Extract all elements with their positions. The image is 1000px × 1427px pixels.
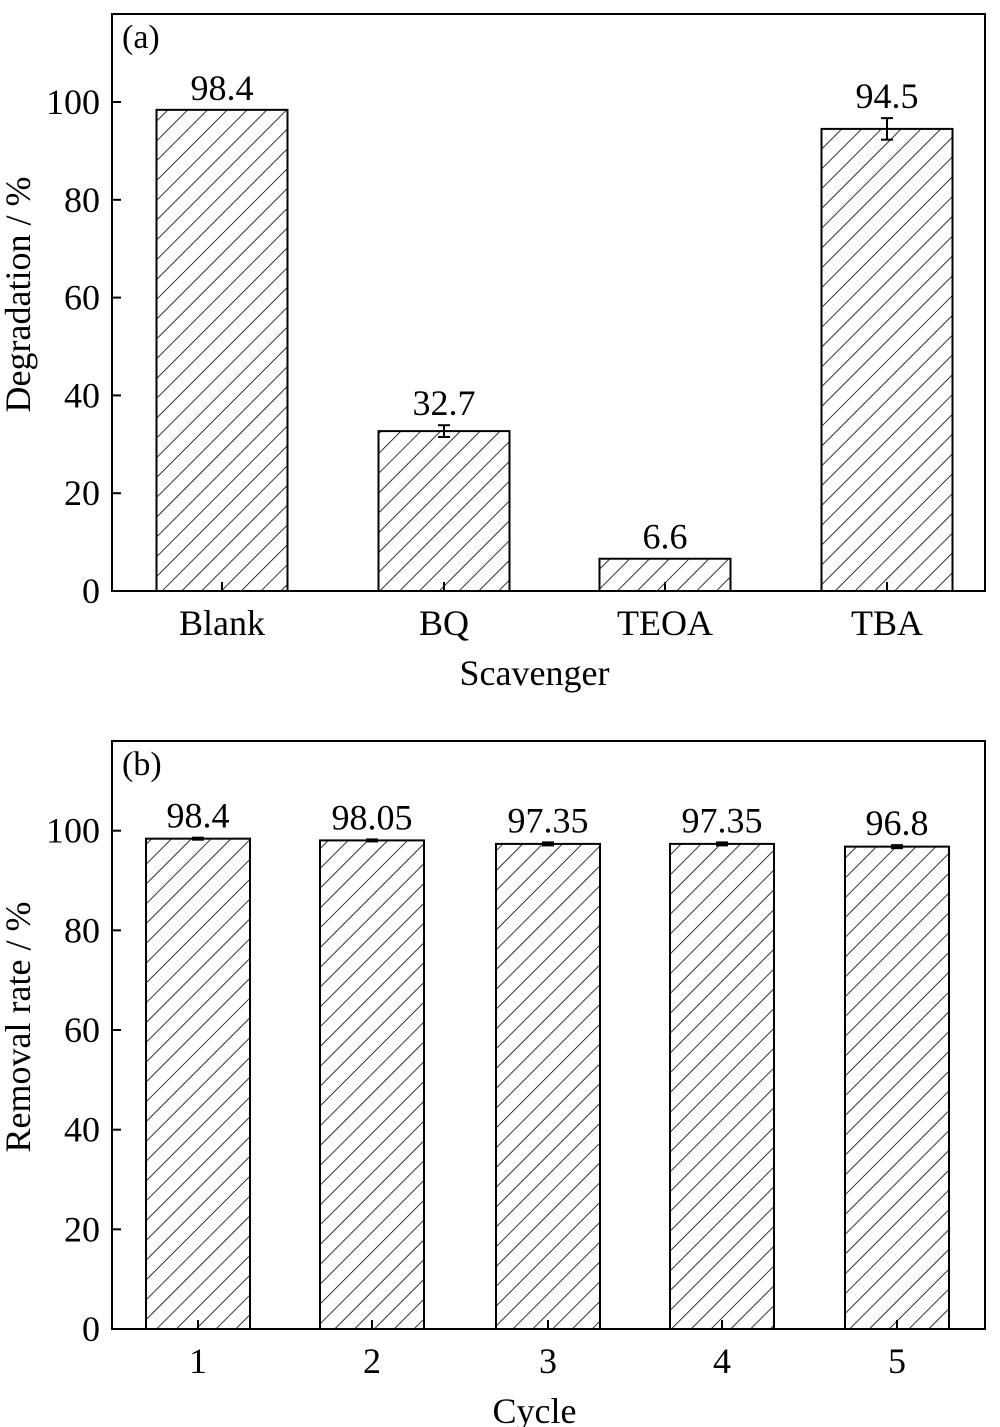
y-tick-label: 40 (64, 375, 100, 415)
y-tick-label: 40 (64, 1110, 100, 1150)
y-tick-label: 60 (64, 1010, 100, 1050)
bar-a-1 (155, 108, 289, 593)
value-label: 98.05 (332, 797, 413, 837)
bar-b-5 (844, 845, 950, 1330)
panel-label: (a) (122, 19, 160, 56)
y-tick-label: 100 (46, 82, 100, 122)
y-tick-label: 0 (82, 571, 100, 611)
panel-label: (b) (122, 746, 162, 783)
x-tick-label: Blank (179, 603, 265, 643)
plot-frame (111, 13, 986, 592)
y-tick-label: 20 (64, 1209, 100, 1249)
x-tick-label: TEOA (617, 603, 713, 643)
x-tick-label: 4 (713, 1341, 731, 1381)
value-label: 97.35 (682, 800, 763, 840)
bar-a-4 (820, 127, 954, 592)
y-tick-label: 100 (46, 811, 100, 851)
value-label: 98.4 (191, 68, 254, 108)
x-axis-title: Scavenger (460, 653, 610, 693)
y-tick-label: 80 (64, 910, 100, 950)
value-label: 98.4 (167, 796, 230, 836)
panel-b-chart: (b) 0 20 40 60 80 100 98.4 1 98.05 2 97.35 3 97.35 4 96… (0, 740, 986, 1427)
y-tick-label: 60 (64, 278, 100, 318)
bar-b-2 (319, 839, 425, 1330)
y-tick-label: 0 (82, 1309, 100, 1349)
x-tick-label: 2 (363, 1341, 381, 1381)
y-tick-label: 20 (64, 473, 100, 513)
x-tick-label: 1 (189, 1341, 207, 1381)
x-tick-label: 3 (539, 1341, 557, 1381)
value-label: 97.35 (508, 800, 589, 840)
value-label: 6.6 (643, 517, 688, 557)
value-label: 32.7 (413, 383, 476, 423)
bar-b-4 (669, 842, 775, 1331)
x-tick-label: 5 (888, 1341, 906, 1381)
x-tick-label: TBA (851, 603, 923, 643)
y-axis-title: Degradation / % (0, 177, 38, 413)
y-axis-title: Removal rate / % (0, 902, 38, 1153)
x-axis-title: Cycle (493, 1391, 577, 1427)
value-label: 94.5 (856, 76, 919, 116)
panel-a-chart: (a) 0 20 40 60 80 100 98.4 Blank 32.7 BQ 6.6 TEOA 94.… (0, 13, 986, 693)
bar-a-2 (377, 430, 511, 592)
bar-b-1 (145, 837, 251, 1330)
value-label: 96.8 (866, 803, 929, 843)
x-tick-label: BQ (419, 603, 469, 643)
y-tick-label: 80 (64, 180, 100, 220)
bar-b-3 (495, 842, 601, 1331)
